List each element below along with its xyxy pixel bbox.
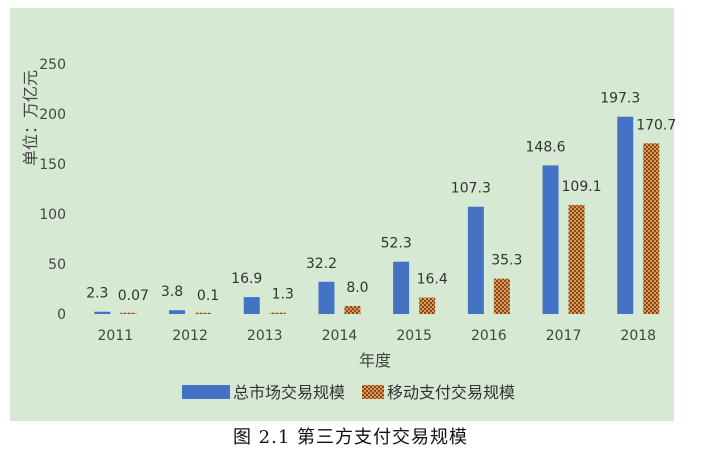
- bar-total: [542, 165, 559, 314]
- bar-mobile: [120, 312, 137, 314]
- bar-total: [617, 116, 634, 314]
- legend: 总市场交易规模 移动支付交易规模: [182, 383, 515, 402]
- x-tick-label: 2011: [98, 328, 134, 344]
- legend-label-mobile: 移动支付交易规模: [387, 383, 515, 402]
- data-label-mobile: 109.1: [562, 179, 602, 195]
- data-label-total: 107.3: [451, 181, 491, 197]
- data-label-total: 197.3: [600, 91, 640, 107]
- x-tick-label: 2014: [322, 328, 358, 344]
- bar-total: [169, 310, 186, 314]
- figure-caption: 图 2.1 第三方支付交易规模: [232, 427, 469, 448]
- data-label-mobile: 8.0: [346, 280, 368, 296]
- legend-label-total: 总市场交易规模: [233, 383, 345, 402]
- x-tick-label: 2016: [471, 328, 507, 344]
- bar-mobile: [643, 143, 660, 314]
- chart-background: [10, 8, 674, 421]
- y-axis-label: 单位：万亿元: [21, 70, 40, 166]
- bar-total: [467, 206, 484, 314]
- bar-mobile: [344, 306, 361, 314]
- data-label-total: 148.6: [526, 139, 566, 155]
- y-tick-label: 100: [39, 207, 66, 223]
- x-tick-label: 2018: [620, 328, 656, 344]
- y-tick-label: 250: [39, 57, 66, 73]
- bar-mobile: [419, 297, 436, 314]
- x-tick-label: 2013: [247, 328, 283, 344]
- y-tick-label: 0: [57, 307, 66, 323]
- bar-mobile: [568, 204, 585, 314]
- data-label-mobile: 35.3: [491, 253, 522, 269]
- legend-swatch-mobile: [362, 385, 384, 399]
- data-label-total: 3.8: [161, 284, 183, 300]
- x-tick-label: 2015: [396, 328, 432, 344]
- y-tick-label: 200: [39, 107, 66, 123]
- bar-mobile: [493, 278, 510, 314]
- y-tick-label: 50: [48, 257, 66, 273]
- data-label-total: 16.9: [231, 271, 262, 287]
- bar-total: [94, 311, 111, 314]
- data-label-total: 32.2: [306, 256, 337, 272]
- x-axis-label: 年度: [359, 351, 391, 370]
- x-tick-label: 2012: [172, 328, 208, 344]
- bar-mobile: [269, 312, 286, 314]
- data-label-mobile: 0.07: [118, 288, 149, 304]
- bar-mobile: [195, 312, 212, 314]
- bar-total: [393, 261, 410, 314]
- data-label-total: 2.3: [86, 286, 108, 302]
- data-label-mobile: 0.1: [197, 288, 219, 304]
- bar-total: [318, 281, 335, 314]
- y-tick-label: 150: [39, 157, 66, 173]
- x-tick-label: 2017: [546, 328, 582, 344]
- data-label-mobile: 16.4: [417, 272, 448, 288]
- data-label-mobile: 1.3: [272, 287, 294, 303]
- legend-swatch-total: [182, 385, 230, 399]
- data-label-mobile: 170.7: [636, 117, 676, 133]
- bar-total: [243, 297, 260, 314]
- data-label-total: 52.3: [381, 236, 412, 252]
